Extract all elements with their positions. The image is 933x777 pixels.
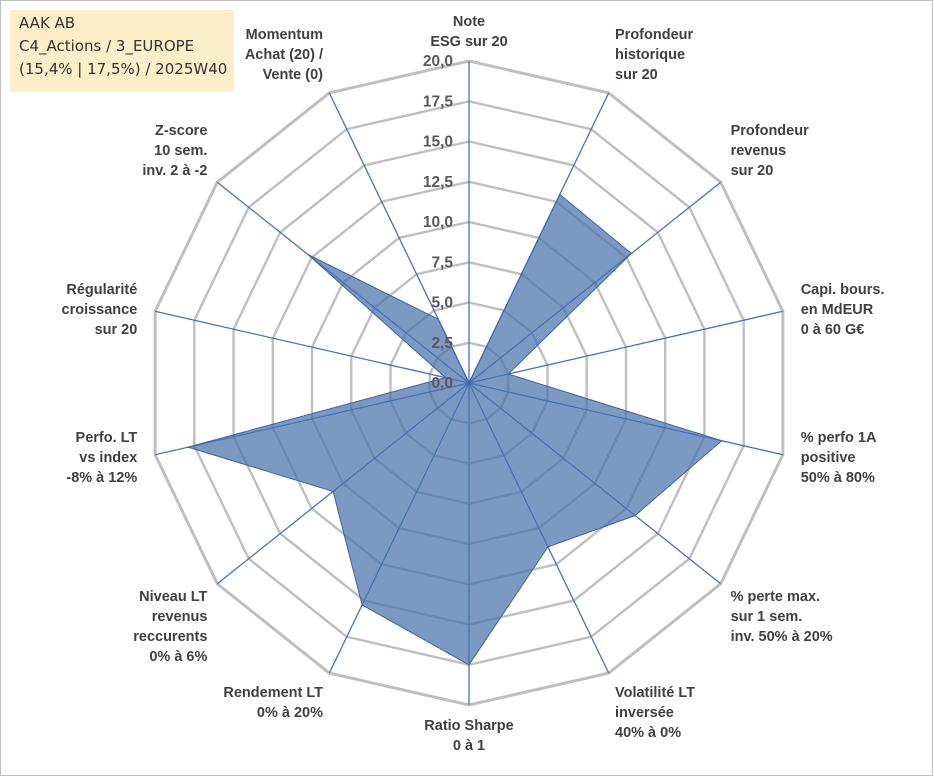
axis-label-line: Momentum [246, 27, 323, 43]
tick-label: 20,0 [423, 53, 453, 70]
axis-label-line: 0% à 6% [149, 649, 207, 665]
axis-label: Rendement LT 0% à 20% [223, 685, 323, 721]
info-line-2: C4_Actions / 3_EUROPE [19, 37, 195, 55]
tick-label: 7,5 [431, 254, 453, 271]
axis-label-line: 40% à 0% [615, 725, 681, 741]
axis-label-line: revenus [731, 143, 787, 159]
axis-label: Ratio Sharpe 0 à 1 [424, 718, 513, 754]
tick-label: 0,0 [431, 375, 453, 392]
axis-label-line: Régularité [66, 282, 137, 298]
tick-label: 17,5 [423, 93, 454, 110]
tick-label: 2,5 [431, 335, 453, 352]
info-line-3: (15,4% | 17,5%) / 2025W40 [19, 60, 228, 78]
axis-spoke [154, 310, 470, 384]
axis-label-line: 0 à 1 [453, 738, 485, 754]
axis-label-line: vs index [79, 450, 137, 466]
axis-label-line: Z-score [155, 123, 207, 139]
axis-label-line: inv. 50% à 20% [731, 629, 833, 645]
axis-label: Capi. bours. en MdEUR 0 à 60 G€ [801, 282, 885, 338]
axis-label: Profondeur historique sur 20 [615, 27, 693, 83]
tick-label: 15,0 [423, 134, 453, 151]
axis-label-line: inv. 2 à -2 [142, 163, 207, 179]
axis-label-line: 0 à 60 G€ [801, 322, 865, 338]
axis-label-line: Profondeur [731, 123, 809, 139]
axis-label-line: Volatilité LT [615, 685, 695, 701]
axis-label-line: en MdEUR [801, 302, 874, 318]
axis-label-line: % perfo 1A [801, 430, 877, 446]
axis-label-line: sur 20 [731, 163, 774, 179]
axis-label-line: historique [615, 47, 685, 63]
axis-label-line: -8% à 12% [66, 470, 137, 486]
axis-label: Niveau LT revenus reccurents 0% à 6% [133, 589, 207, 665]
axis-label-line: 50% à 80% [801, 470, 875, 486]
axis-label-line: sur 20 [615, 67, 658, 83]
axis-label-line: 10 sem. [154, 143, 207, 159]
axis-label-line: % perte max. [731, 589, 820, 605]
tick-label: 10,0 [423, 214, 453, 231]
axis-label-line: Achat (20) / [245, 47, 323, 63]
tick-label: 5,0 [431, 295, 453, 312]
axis-label: % perte max. sur 1 sem. inv. 50% à 20% [731, 589, 833, 645]
axis-label-line: positive [801, 450, 856, 466]
axis-label-line: Rendement LT [223, 685, 323, 701]
axis-label: Profondeur revenus sur 20 [731, 123, 809, 179]
axis-label-line: inversée [615, 705, 674, 721]
axis-spoke [468, 310, 784, 384]
axis-label: Perfo. LT vs index -8% à 12% [66, 430, 137, 486]
axis-label: % perfo 1A positive 50% à 80% [801, 430, 877, 486]
axis-label-line: sur 20 [95, 322, 138, 338]
axis-label-line: reccurents [133, 629, 207, 645]
axis-label-line: ESG sur 20 [430, 34, 507, 50]
axis-label-line: Profondeur [615, 27, 693, 43]
axis-label: Régularité croissance sur 20 [62, 282, 138, 338]
axis-label: Momentum Achat (20) / Vente (0) [245, 27, 323, 83]
axis-label-line: Perfo. LT [76, 430, 138, 446]
axis-label-line: Vente (0) [263, 67, 324, 83]
axis-label-line: Capi. bours. [801, 282, 885, 298]
axis-label: Note ESG sur 20 [430, 14, 507, 50]
axis-label: Volatilité LT inversée 40% à 0% [615, 685, 695, 741]
tick-label: 12,5 [423, 174, 454, 191]
axis-label-line: Niveau LT [139, 589, 207, 605]
axis-label-line: 0% à 20% [257, 705, 323, 721]
axis-label-line: Note [453, 14, 485, 30]
axis-label-line: croissance [62, 302, 138, 318]
series-area [186, 193, 723, 666]
axis-label-line: Ratio Sharpe [424, 718, 513, 734]
axis-label: Z-score 10 sem. inv. 2 à -2 [142, 123, 207, 179]
axis-label-line: revenus [152, 609, 208, 625]
info-box: AAK AB C4_Actions / 3_EUROPE (15,4% | 17… [10, 10, 234, 92]
info-line-1: AAK AB [19, 14, 76, 32]
axis-label-line: sur 1 sem. [731, 609, 803, 625]
